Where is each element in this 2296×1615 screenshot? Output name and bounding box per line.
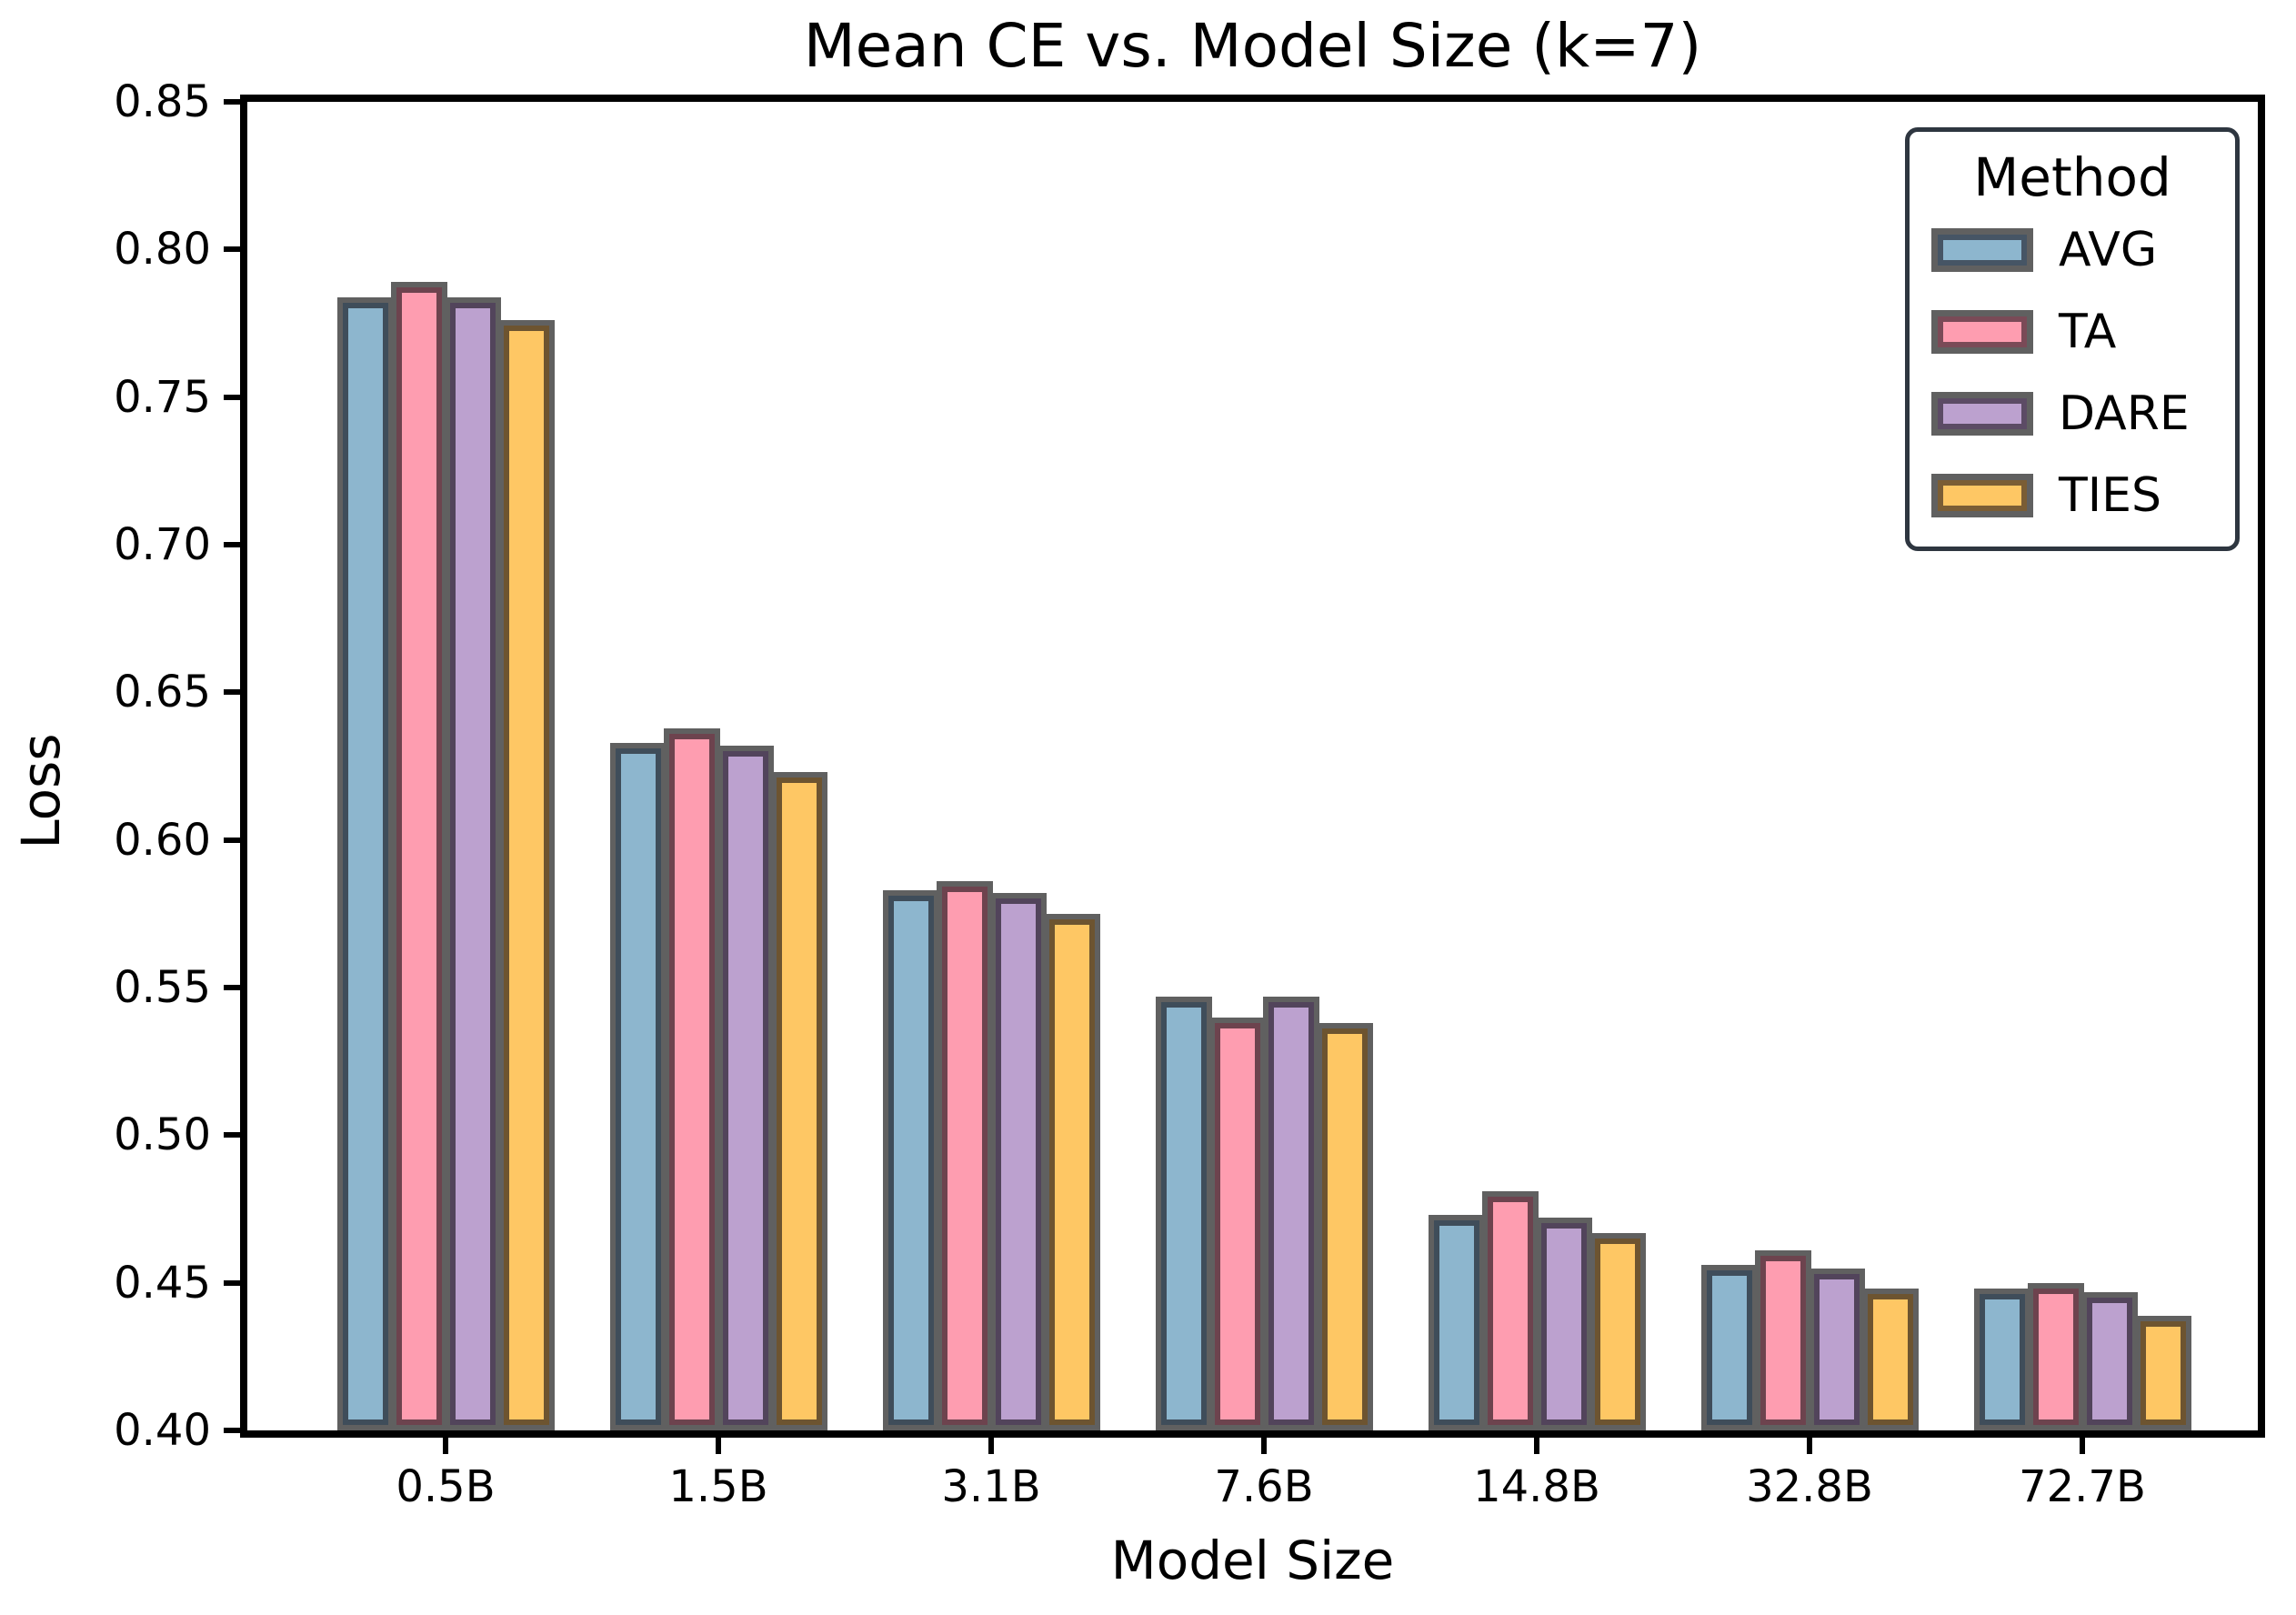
- y-tick-mark-0.50: [224, 1132, 240, 1138]
- y-tick-label-0.60: 0.60: [114, 815, 211, 866]
- bar-ta-14.8B: [1482, 1191, 1539, 1430]
- x-tick-mark-14.8B: [1534, 1438, 1539, 1454]
- y-tick-label-0.70: 0.70: [114, 519, 211, 570]
- legend-label-avg: AVG: [2059, 223, 2158, 277]
- bar-dare-32.8B: [1809, 1269, 1865, 1430]
- legend-entry-ties: TIES: [1931, 468, 2213, 523]
- bar-dare-14.8B: [1536, 1218, 1592, 1430]
- bar-ta-1.5B: [664, 728, 720, 1430]
- x-tick-label-3.1B: 3.1B: [941, 1461, 1041, 1512]
- y-tick-mark-0.40: [224, 1428, 240, 1433]
- bar-ties-14.8B: [1589, 1233, 1646, 1430]
- legend-swatch-ties: [1931, 474, 2033, 517]
- legend-label-dare: DARE: [2059, 386, 2190, 441]
- x-tick-mark-1.5B: [716, 1438, 721, 1454]
- y-tick-label-0.45: 0.45: [114, 1258, 211, 1309]
- x-tick-label-0.5B: 0.5B: [396, 1461, 496, 1512]
- bar-avg-14.8B: [1429, 1215, 1485, 1430]
- y-tick-label-0.85: 0.85: [114, 76, 211, 127]
- bar-avg-1.5B: [610, 743, 667, 1430]
- x-tick-label-32.8B: 32.8B: [1746, 1461, 1873, 1512]
- legend-entry-avg: AVG: [1931, 223, 2213, 277]
- legend-swatch-dare: [1931, 392, 2033, 436]
- bar-ta-0.5B: [391, 282, 447, 1430]
- legend-swatch-avg: [1931, 228, 2033, 272]
- y-tick-mark-0.80: [224, 246, 240, 252]
- bar-ta-72.7B: [2028, 1283, 2084, 1430]
- y-tick-mark-0.65: [224, 689, 240, 695]
- bar-ta-7.6B: [1209, 1018, 1266, 1430]
- y-tick-label-0.75: 0.75: [114, 372, 211, 423]
- bar-ties-32.8B: [1862, 1289, 1919, 1430]
- y-tick-label-0.80: 0.80: [114, 224, 211, 275]
- bar-dare-0.5B: [445, 297, 501, 1430]
- y-tick-mark-0.75: [224, 395, 240, 400]
- y-tick-mark-0.70: [224, 542, 240, 547]
- y-tick-label-0.65: 0.65: [114, 667, 211, 717]
- bar-avg-32.8B: [1701, 1265, 1758, 1430]
- y-tick-label-0.55: 0.55: [114, 962, 211, 1013]
- bar-ties-3.1B: [1044, 914, 1100, 1430]
- x-tick-mark-7.6B: [1261, 1438, 1267, 1454]
- legend-swatch-ta: [1931, 310, 2033, 354]
- bar-avg-72.7B: [1974, 1289, 2030, 1430]
- x-tick-label-14.8B: 14.8B: [1473, 1461, 1600, 1512]
- x-axis-label: Model Size: [1110, 1530, 1395, 1591]
- plot-area: 0.85 0.80 0.75 0.70 0.65 0.60 0.55 0.50 0.45 0.40…: [114, 76, 2265, 1512]
- bar-ties-0.5B: [498, 320, 555, 1430]
- bar-avg-3.1B: [883, 890, 939, 1430]
- legend-entry-ta: TA: [1931, 305, 2213, 359]
- x-tick-mark-3.1B: [988, 1438, 994, 1454]
- legend-label-ties: TIES: [2059, 468, 2161, 523]
- x-tick-label-72.7B: 72.7B: [2019, 1461, 2146, 1512]
- y-tick-mark-0.45: [224, 1280, 240, 1286]
- x-tick-label-7.6B: 7.6B: [1214, 1461, 1314, 1512]
- y-tick-label-0.50: 0.50: [114, 1109, 211, 1160]
- bar-dare-72.7B: [2081, 1292, 2138, 1430]
- bar-ta-3.1B: [937, 881, 993, 1430]
- y-tick-label-0.40: 0.40: [114, 1405, 211, 1456]
- bar-ta-32.8B: [1755, 1250, 1811, 1430]
- x-tick-label-1.5B: 1.5B: [668, 1461, 768, 1512]
- legend: Method AVG TA DARE TIES: [1905, 127, 2240, 551]
- bar-avg-7.6B: [1156, 997, 1212, 1430]
- legend-entries: AVG TA DARE TIES: [1931, 223, 2213, 523]
- y-tick-mark-0.85: [224, 99, 240, 105]
- bar-avg-0.5B: [337, 297, 394, 1430]
- x-tick-mark-72.7B: [2080, 1438, 2085, 1454]
- chart-title: Mean CE vs. Model Size (k=7): [803, 11, 1702, 81]
- legend-title: Method: [1973, 146, 2171, 208]
- bar-ties-7.6B: [1317, 1023, 1373, 1430]
- y-tick-mark-0.60: [224, 838, 240, 843]
- legend-label-ta: TA: [2059, 305, 2117, 359]
- bar-dare-7.6B: [1263, 997, 1319, 1430]
- x-tick-mark-0.5B: [443, 1438, 448, 1454]
- bar-dare-3.1B: [990, 893, 1047, 1430]
- bar-ties-1.5B: [771, 772, 827, 1430]
- legend-entry-dare: DARE: [1931, 386, 2213, 441]
- x-tick-mark-32.8B: [1807, 1438, 1812, 1454]
- bar-dare-1.5B: [717, 746, 774, 1430]
- y-tick-mark-0.55: [224, 985, 240, 990]
- bar-ties-72.7B: [2135, 1316, 2191, 1430]
